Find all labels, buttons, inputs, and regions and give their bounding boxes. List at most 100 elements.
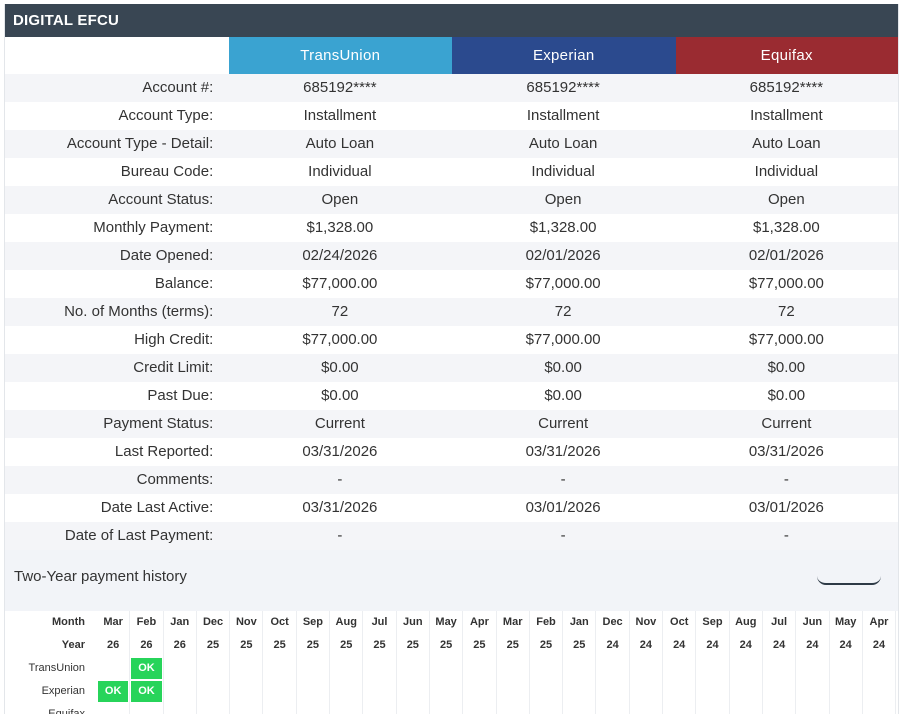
- bureau-header-row: TransUnion Experian Equifax: [5, 37, 898, 74]
- scroll-indicator[interactable]: [817, 576, 881, 585]
- history-cell: Mar: [497, 611, 530, 634]
- detail-value-experian: Open: [544, 191, 582, 208]
- history-cell: [830, 657, 863, 680]
- history-cell: [97, 657, 131, 680]
- history-cell: Jan: [563, 611, 597, 634]
- history-cell: [497, 680, 530, 703]
- history-cell: Mar: [97, 611, 131, 634]
- history-cell: [630, 703, 664, 714]
- detail-value-experian: 72: [554, 303, 572, 320]
- history-cell: Sep: [696, 611, 730, 634]
- history-cell: OK: [97, 680, 131, 703]
- history-cell: [463, 680, 497, 703]
- history-cell: [730, 703, 763, 714]
- history-cell: [663, 680, 697, 703]
- payment-ok-badge: OK: [98, 681, 129, 702]
- history-cell: [730, 680, 763, 703]
- detail-value-experian: 02/01/2026: [525, 247, 601, 264]
- history-cell: [263, 680, 297, 703]
- history-cell: [297, 680, 331, 703]
- detail-value-transunion: Open: [321, 191, 359, 208]
- history-cell: [397, 680, 430, 703]
- history-cell: Nov: [630, 611, 664, 634]
- history-cell: [397, 703, 430, 714]
- detail-row: Payment Status: Current Current Current: [5, 410, 898, 438]
- detail-value-equifax: $77,000.00: [748, 331, 824, 348]
- account-details-table: Account #: 685192**** 685192**** 685192****…: [5, 74, 898, 550]
- history-cell: 24: [796, 634, 830, 657]
- history-bureau-row: Equifax: [5, 703, 898, 714]
- detail-label: Balance:: [154, 275, 214, 292]
- detail-row: Past Due: $0.00 $0.00 $0.00: [5, 382, 898, 410]
- detail-label: Monthly Payment:: [93, 219, 214, 236]
- detail-value-equifax: 03/01/2026: [748, 499, 824, 516]
- history-cell: [430, 657, 464, 680]
- history-cell: Feb: [530, 611, 564, 634]
- detail-value-transunion: 72: [331, 303, 349, 320]
- detail-value-transunion: Individual: [308, 163, 372, 180]
- history-cell: [530, 680, 564, 703]
- detail-label: Payment Status:: [103, 415, 214, 432]
- detail-value-equifax: -: [783, 471, 789, 488]
- detail-row: No. of Months (terms): 72 72 72: [5, 298, 898, 326]
- history-cell: [630, 657, 664, 680]
- history-cell: [596, 703, 630, 714]
- spacer: [215, 74, 228, 102]
- detail-value-experian: Current: [538, 415, 589, 432]
- detail-value-transunion: Current: [314, 415, 365, 432]
- history-cell: 24: [663, 634, 697, 657]
- history-cell: [596, 657, 630, 680]
- history-cell: 24: [830, 634, 863, 657]
- spacer: [215, 410, 228, 438]
- history-row-label: Year: [61, 639, 85, 651]
- detail-label: Date Opened:: [119, 247, 214, 264]
- detail-row: Account Type: Installment Installment Insta…: [5, 102, 898, 130]
- history-cell: [330, 703, 364, 714]
- spacer: [215, 522, 228, 550]
- history-month-row: Month Mar Feb Jan Dec Nov Oct Sep Aug Jul Jun May Ap…: [5, 611, 898, 634]
- spacer: [215, 438, 228, 466]
- payment-history-grid: Month Mar Feb Jan Dec Nov Oct Sep Aug Jul Jun May Ap…: [5, 611, 898, 714]
- detail-row: Date Last Active: 03/31/2026 03/01/2026 03/…: [5, 494, 898, 522]
- history-cell: [563, 657, 597, 680]
- detail-label: Last Reported:: [114, 443, 214, 460]
- history-cell: [430, 680, 464, 703]
- detail-row: Date Opened: 02/24/2026 02/01/2026 02/01/20…: [5, 242, 898, 270]
- spacer: [215, 382, 228, 410]
- history-cell: [796, 657, 830, 680]
- spacer: [215, 102, 228, 130]
- history-cell: Dec: [596, 611, 630, 634]
- creditor-title: DIGITAL EFCU: [5, 4, 898, 37]
- payment-ok-badge: OK: [131, 658, 162, 679]
- history-cell: Nov: [230, 611, 264, 634]
- history-cell: Oct: [263, 611, 297, 634]
- history-cell: OK: [130, 680, 164, 703]
- history-cell: [164, 657, 197, 680]
- detail-value-experian: Auto Loan: [528, 135, 598, 152]
- history-cell: 26: [97, 634, 131, 657]
- history-cell: 25: [563, 634, 597, 657]
- detail-value-experian: $0.00: [544, 359, 582, 376]
- history-cell: 24: [696, 634, 730, 657]
- detail-label: High Credit:: [134, 331, 214, 348]
- history-cell: [596, 680, 630, 703]
- bureau-header-transunion: TransUnion: [228, 37, 452, 74]
- detail-value-experian: -: [560, 527, 566, 544]
- history-cell: Apr: [863, 611, 897, 634]
- spacer: [215, 494, 228, 522]
- history-cell: 25: [397, 634, 430, 657]
- history-bureau-row: Experian OK OK: [5, 680, 898, 703]
- history-cell: [830, 703, 863, 714]
- history-cell: 24: [730, 634, 763, 657]
- detail-value-experian: Individual: [531, 163, 595, 180]
- detail-row: Balance: $77,000.00 $77,000.00 $77,000.00: [5, 270, 898, 298]
- detail-label: Credit Limit:: [133, 359, 214, 376]
- history-cell: [763, 680, 797, 703]
- detail-value-transunion: $0.00: [321, 387, 359, 404]
- history-cell: Jun: [796, 611, 830, 634]
- detail-value-transunion: $0.00: [321, 359, 359, 376]
- history-cell: Aug: [730, 611, 763, 634]
- detail-value-equifax: Individual: [754, 163, 819, 180]
- history-cell: 25: [363, 634, 397, 657]
- payment-history-header: Two-Year payment history: [5, 550, 898, 611]
